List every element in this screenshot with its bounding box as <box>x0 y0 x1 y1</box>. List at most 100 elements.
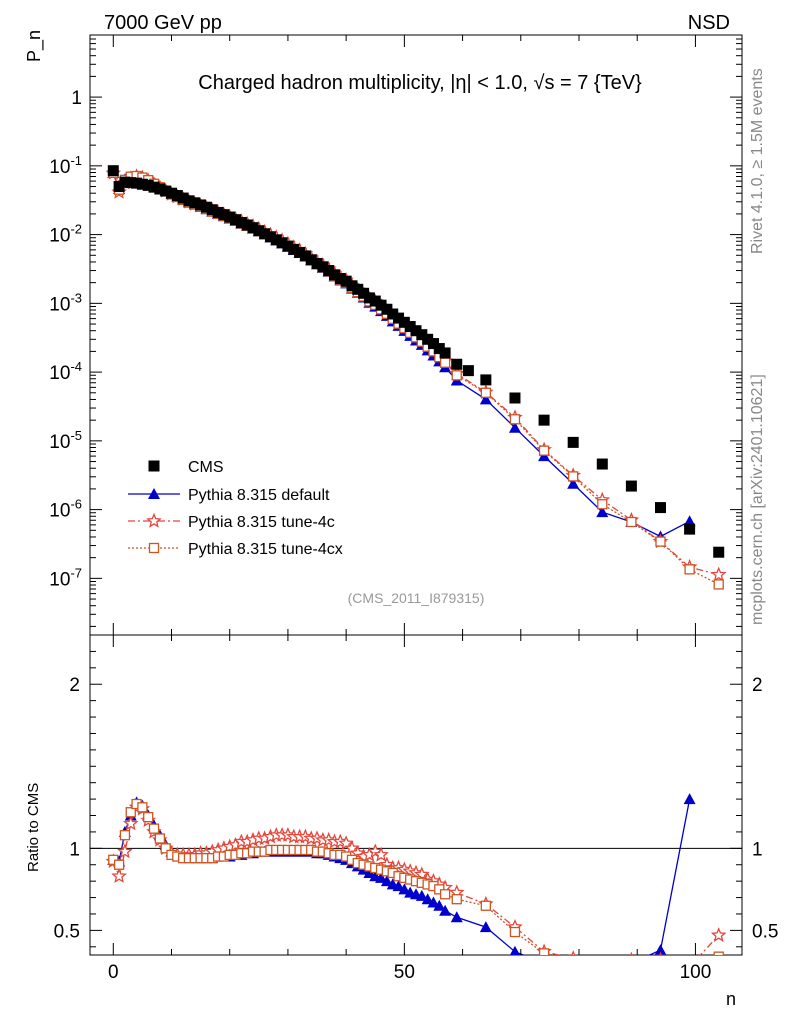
ratio-data-point <box>596 957 608 969</box>
cms-data-point <box>160 185 172 197</box>
ratio-data-point <box>122 815 139 831</box>
cms-data-point <box>288 243 300 255</box>
cms-data-point <box>340 275 352 287</box>
legend-label: CMS <box>188 459 224 476</box>
y-tick-label: 10-4 <box>49 359 82 384</box>
ratio-data-point <box>538 948 550 955</box>
data-point <box>509 414 521 425</box>
cms-data-point <box>596 458 608 470</box>
main-axes: 1 10-1 10-2 10-3 10-4 10-5 10-6 10-7 <box>49 34 742 627</box>
ratio-data-point <box>148 823 160 834</box>
ratio-data-point <box>160 843 171 854</box>
ratio-y-label: Ratio to CMS <box>25 783 42 872</box>
ratio-tick-label: 2 <box>69 675 80 696</box>
ratio-data-point <box>596 974 608 985</box>
cms-data-point <box>270 234 282 246</box>
data-point <box>538 445 550 456</box>
data-point <box>568 471 579 482</box>
ratio-data-point <box>119 830 131 841</box>
x-axis-label: n <box>726 989 736 1009</box>
main-panel: 1 10-1 10-2 10-3 10-4 10-5 10-6 10-7 Charged ha… <box>24 30 743 636</box>
cms-data-point <box>427 338 439 350</box>
cms-data-point <box>224 211 236 223</box>
cms-data-point <box>299 250 311 262</box>
ratio-tick-label: 0.5 <box>752 921 778 942</box>
ratio-data-point <box>439 904 452 916</box>
cms-data-point <box>171 190 183 202</box>
ratio-data-point <box>479 921 492 933</box>
ratio-data-point <box>125 807 136 818</box>
ratio-data-point <box>713 951 724 955</box>
cms-data-point <box>684 523 696 535</box>
cms-data-point <box>416 329 428 341</box>
cms-data-point <box>276 237 288 249</box>
cms-data-point <box>113 181 125 193</box>
data-point <box>683 515 696 527</box>
data-point <box>451 370 462 381</box>
ratio-data-point <box>111 867 127 883</box>
ratio-data-point <box>143 812 154 823</box>
cms-data-point <box>311 257 323 269</box>
series-line <box>112 172 690 538</box>
cms-data-point <box>404 321 416 333</box>
data-point <box>508 421 521 433</box>
rivet-label: Rivet 4.1.0, ≥ 1.5M events <box>749 68 766 254</box>
data-point <box>439 357 451 368</box>
cms-data-point <box>218 209 230 221</box>
cms-data-point <box>131 177 143 189</box>
cms-data-point <box>247 222 259 234</box>
cms-data-point <box>393 312 405 324</box>
cms-data-point <box>369 295 381 307</box>
cms-data-point <box>451 358 463 370</box>
ratio-data-point <box>659 951 662 955</box>
cms-data-point <box>381 303 393 315</box>
data-point <box>684 564 695 575</box>
cms-data-point <box>422 333 434 345</box>
ratio-data-point <box>654 944 667 955</box>
header-left: 7000 GeV pp <box>104 12 222 34</box>
legend-marker <box>148 460 160 472</box>
cms-data-point <box>538 414 550 426</box>
ratio-plot-frame <box>89 634 743 956</box>
ratio-data-point <box>415 889 428 901</box>
cms-data-point <box>358 287 370 299</box>
cms-data-point <box>410 325 422 337</box>
cms-data-point <box>264 231 276 243</box>
data-point <box>626 516 637 528</box>
ratio-data-point <box>392 880 405 892</box>
cms-data-point <box>241 219 253 231</box>
cms-data-point <box>317 261 329 273</box>
ratio-data-point <box>137 802 148 813</box>
data-point <box>479 393 492 405</box>
cms-data-point <box>567 436 579 448</box>
ratio-tick-label: 1 <box>752 839 763 860</box>
cms-data-point <box>655 502 666 514</box>
ratio-data-point <box>450 911 463 923</box>
ratio-data-point <box>630 951 633 955</box>
y-tick-label: 10-6 <box>49 497 82 522</box>
header-right: NSD <box>688 12 730 34</box>
ratio-data-point <box>154 833 166 844</box>
cms-data-point <box>352 283 364 295</box>
ratio-data-point <box>710 927 727 942</box>
ratio-data-point <box>509 945 521 955</box>
y-tick-label: 10-7 <box>49 565 82 590</box>
cms-data-point <box>294 246 306 258</box>
cms-data-point <box>387 308 399 320</box>
legend: CMS Pythia 8.315 default Pythia 8.315 tune… <box>128 459 343 558</box>
ratio-data-layer <box>105 793 727 985</box>
cms-data-point <box>480 374 492 386</box>
x-axis: 0 50 100 <box>108 35 711 983</box>
cms-data-point <box>142 179 154 191</box>
ratio-data-point <box>480 900 492 911</box>
cms-data-point <box>125 177 137 189</box>
cms-data-point <box>195 199 207 211</box>
ratio-data-point <box>451 894 462 905</box>
data-point <box>567 477 580 489</box>
ratio-data-point <box>398 883 411 895</box>
y-tick-label: 10-5 <box>49 428 82 453</box>
legend-marker <box>148 542 160 554</box>
cms-data-point <box>148 181 160 193</box>
cms-data-point <box>212 206 224 218</box>
ratio-data-point <box>373 846 389 862</box>
